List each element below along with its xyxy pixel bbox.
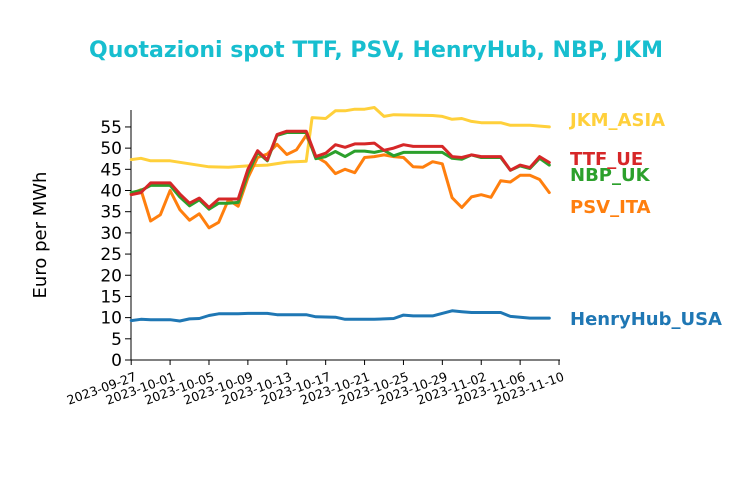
chart-title: Quotazioni spot TTF, PSV, HenryHub, NBP,… (89, 38, 663, 63)
y-tick-label: 25 (100, 245, 122, 265)
chart-lines (129, 106, 551, 323)
y-tick-label: 50 (100, 139, 122, 159)
y-tick-label: 30 (100, 224, 122, 244)
y-tick-label: 55 (100, 118, 122, 138)
y-tick-label: 0 (111, 351, 122, 371)
series-label-nbp-uk: NBP_UK (570, 165, 651, 186)
series-line-jkm-asia (129, 106, 551, 169)
series-line-psv-ita (129, 133, 551, 230)
series-label-psv-ita: PSV_ITA (570, 197, 651, 218)
series-line-ttf-ue (129, 129, 551, 209)
y-tick-label: 15 (100, 287, 122, 307)
y-tick-label: 40 (100, 182, 122, 202)
series-label-ttf-ue: TTF_UE (570, 149, 643, 170)
series-line-henryhub-usa (129, 309, 551, 323)
y-tick-label: 35 (100, 203, 122, 223)
series-label-henryhub-usa: HenryHub_USA (570, 309, 722, 330)
chart-axes: 05101520253035404550552023-09-272023-10-… (65, 110, 566, 408)
y-axis-title: Euro per MWh (30, 172, 51, 299)
series-label-jkm-asia: JKM_ASIA (568, 110, 665, 131)
y-tick-label: 5 (111, 330, 122, 350)
y-tick-label: 20 (100, 266, 122, 286)
y-tick-label: 10 (100, 309, 122, 329)
y-tick-label: 45 (100, 160, 122, 180)
